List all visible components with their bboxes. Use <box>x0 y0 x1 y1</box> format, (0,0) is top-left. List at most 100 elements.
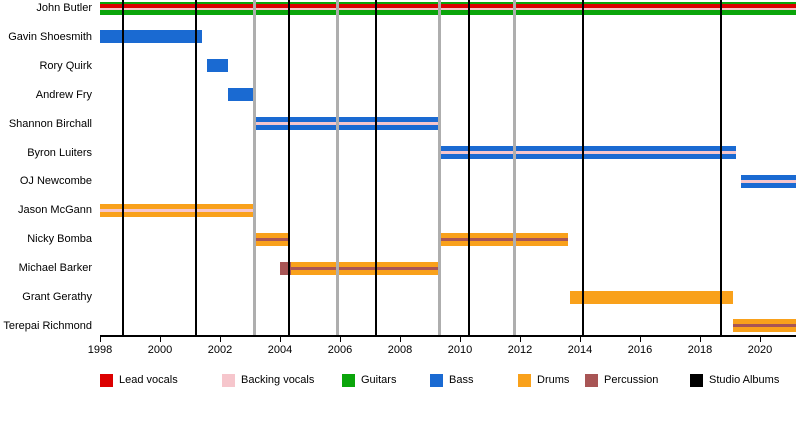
timeline-bar <box>227 88 255 102</box>
bar-stripe-bass <box>439 146 736 151</box>
bar-stripe-bass <box>100 30 202 44</box>
legend-label: Studio Albums <box>709 374 780 386</box>
x-axis-line <box>100 335 796 337</box>
member-label: Gavin Shoesmith <box>8 30 92 43</box>
legend-item-guitars: Guitars <box>342 373 396 387</box>
bar-stripe-lead_vocals <box>100 4 796 8</box>
legend-label: Bass <box>449 374 474 386</box>
legend-swatch-studio_albums <box>690 373 703 387</box>
timeline-bar <box>439 232 568 246</box>
bar-stripe-percussion <box>439 237 568 241</box>
bar-stripe-guitars <box>100 9 796 15</box>
axis-tick <box>280 337 281 342</box>
timeline-bar <box>100 203 255 217</box>
studio-album-line <box>720 0 722 335</box>
axis-tick-label: 2016 <box>627 344 653 356</box>
axis-tick-label: 2008 <box>387 344 413 356</box>
member-label: OJ Newcombe <box>19 175 92 188</box>
bar-stripe-percussion <box>280 261 291 275</box>
axis-tick <box>520 337 521 342</box>
legend-label: Backing vocals <box>241 374 315 386</box>
axis-tick <box>340 337 341 342</box>
legend-swatch-guitars <box>342 373 355 387</box>
axis-tick-label: 2018 <box>687 344 713 356</box>
legend-label: Percussion <box>604 374 659 386</box>
legend-swatch-percussion <box>585 373 598 387</box>
bar-stripe-bass <box>439 154 736 159</box>
other-release-line <box>335 0 339 335</box>
timeline-bar <box>280 261 291 275</box>
bar-stripe-guitars <box>100 1 796 5</box>
axis-tick-label: 2014 <box>567 344 593 356</box>
studio-album-line <box>468 0 470 335</box>
member-label: Terepai Richmond <box>3 319 92 332</box>
member-label: Michael Barker <box>18 262 92 275</box>
bar-stripe-bass <box>254 117 438 122</box>
timeline-bar <box>254 117 438 131</box>
bar-stripe-drums <box>569 290 733 304</box>
axis-tick <box>760 337 761 342</box>
legend-swatch-lead_vocals <box>100 373 113 387</box>
axis-tick-label: 1998 <box>87 344 113 356</box>
timeline-bar <box>206 59 228 73</box>
timeline-bar <box>569 290 733 304</box>
bar-stripe-backing_vocals <box>740 179 796 184</box>
legend-swatch-drums <box>518 373 531 387</box>
bar-stripe-drums <box>254 232 288 238</box>
axis-tick-label: 2010 <box>447 344 473 356</box>
bar-stripe-bass <box>254 125 438 131</box>
axis-tick <box>100 337 101 342</box>
axis-tick-label: 2012 <box>507 344 533 356</box>
bar-stripe-drums <box>100 203 255 209</box>
axis-tick-label: 2000 <box>147 344 173 356</box>
bar-stripe-percussion <box>254 237 288 241</box>
bar-stripe-bass <box>227 88 255 102</box>
bar-stripe-bass <box>740 174 796 180</box>
other-release-line <box>437 0 441 335</box>
bar-stripe-percussion <box>290 266 439 270</box>
timeline-bar <box>100 30 202 44</box>
member-label: Jason McGann <box>18 204 92 217</box>
member-label: Byron Luiters <box>27 146 92 159</box>
member-label: Nicky Bomba <box>27 233 92 246</box>
axis-tick <box>400 337 401 342</box>
axis-tick-label: 2020 <box>747 344 773 356</box>
other-release-line <box>512 0 516 335</box>
axis-tick <box>460 337 461 342</box>
bar-stripe-drums <box>733 319 796 325</box>
member-label: Andrew Fry <box>35 88 92 101</box>
bar-stripe-drums <box>254 240 288 246</box>
member-label: Shannon Birchall <box>8 117 92 130</box>
timeline-bar <box>290 261 439 275</box>
legend-item-drums: Drums <box>518 373 569 387</box>
legend-label: Guitars <box>361 374 397 386</box>
timeline-bar <box>100 1 796 15</box>
member-label: Rory Quirk <box>39 59 92 72</box>
bar-stripe-bass <box>740 183 796 188</box>
axis-tick-label: 2002 <box>207 344 233 356</box>
timeline-bar <box>254 232 288 246</box>
bar-stripe-backing_vocals <box>100 8 796 10</box>
legend-label: Lead vocals <box>119 374 178 386</box>
studio-album-line <box>582 0 584 335</box>
legend-item-studio_albums: Studio Albums <box>690 373 779 387</box>
member-label: Grant Gerathy <box>22 291 92 303</box>
legend-item-percussion: Percussion <box>585 373 658 387</box>
bar-stripe-backing_vocals <box>439 150 736 155</box>
axis-tick <box>220 337 221 342</box>
timeline-bar <box>740 174 796 188</box>
timeline-bar <box>733 319 796 333</box>
axis-tick-label: 2006 <box>327 344 353 356</box>
bar-stripe-drums <box>439 232 568 238</box>
bar-stripe-bass <box>206 59 228 73</box>
studio-album-line <box>288 0 290 335</box>
studio-album-line <box>375 0 377 335</box>
axis-tick <box>700 337 701 342</box>
studio-album-line <box>121 0 124 335</box>
bar-stripe-drums <box>290 261 439 267</box>
axis-tick <box>160 337 161 342</box>
axis-tick <box>640 337 641 342</box>
other-release-line <box>253 0 256 335</box>
axis-tick <box>580 337 581 342</box>
